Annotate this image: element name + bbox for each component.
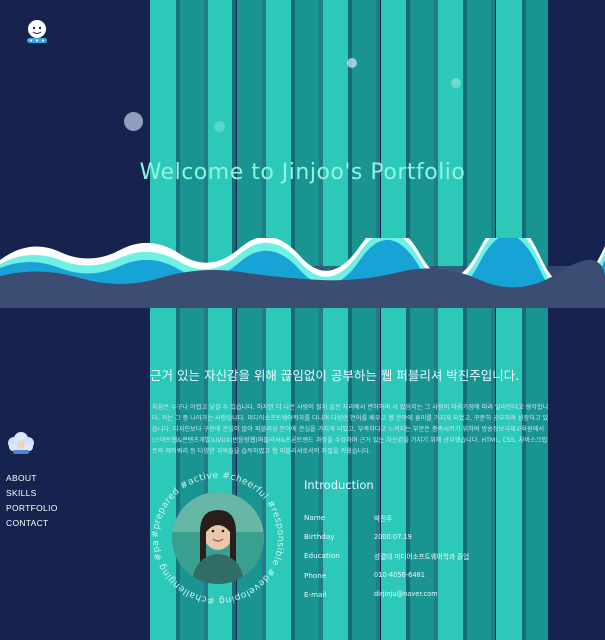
cloud-avatar-icon <box>8 432 34 454</box>
nav-item-portfolio[interactable]: PORTFOLIO <box>6 503 58 513</box>
background-stripe <box>467 0 491 640</box>
hero-title: Welcome to Jinjoo's Portfolio <box>139 160 466 185</box>
wave-divider <box>0 238 605 308</box>
intro-row-email: E-mail dirjinju@naver.com <box>304 585 469 604</box>
intro-label: Name <box>304 513 326 523</box>
logo[interactable] <box>22 18 52 48</box>
intro-row-name: Name 박진주 <box>304 508 469 527</box>
intro-value: 성결대 미디어소프트웨어학과 졸업 <box>374 552 470 561</box>
nav-item-contact[interactable]: CONTACT <box>6 518 49 528</box>
introduction-table: Name 박진주 Birthday 2000.07.19 Education 성… <box>304 508 469 604</box>
side-avatar <box>6 430 36 458</box>
background-stripe <box>291 0 295 640</box>
intro-value: 2000.07.19 <box>374 532 412 541</box>
intro-row-education: Education 성결대 미디어소프트웨어학과 졸업 <box>304 546 469 565</box>
profile-photo <box>172 492 264 584</box>
about-paragraph: 처음은 누구나 어렵고 낯설 수 있습니다. 하지만 더 나은 사람이 될지 같… <box>152 404 549 455</box>
bubble <box>451 78 461 88</box>
intro-label: E-mail <box>304 589 327 599</box>
intro-label: Phone <box>304 570 327 580</box>
background-stripe <box>522 0 526 640</box>
nav-item-about[interactable]: ABOUT <box>6 473 37 483</box>
intro-row-phone: Phone 010-4056-6481 <box>304 566 469 585</box>
intro-row-birthday: Birthday 2000.07.19 <box>304 527 469 546</box>
intro-label: Education <box>304 551 340 561</box>
intro-value: 010-4056-6481 <box>374 571 425 580</box>
side-navigation: ABOUT SKILLS PORTFOLIO CONTACT <box>6 471 58 531</box>
bubble <box>124 112 143 131</box>
background-stripe <box>496 0 522 640</box>
background-stripe <box>491 0 495 640</box>
nav-item-skills[interactable]: SKILLS <box>6 488 37 498</box>
profile-portrait-icon <box>172 492 264 584</box>
introduction-title: Introduction <box>304 478 374 492</box>
intro-label: Birthday <box>304 532 335 542</box>
bubble <box>347 58 357 68</box>
smiling-cloud-icon <box>27 20 47 43</box>
intro-value: 박진주 <box>374 514 393 523</box>
intro-value[interactable]: dirjinju@naver.com <box>374 590 438 599</box>
bubble <box>214 121 225 132</box>
about-heading: 근거 있는 자신감을 위해 끊임없이 공부하는 웹 퍼블리셔 박진주입니다. <box>150 368 520 383</box>
background-stripe <box>526 0 548 640</box>
